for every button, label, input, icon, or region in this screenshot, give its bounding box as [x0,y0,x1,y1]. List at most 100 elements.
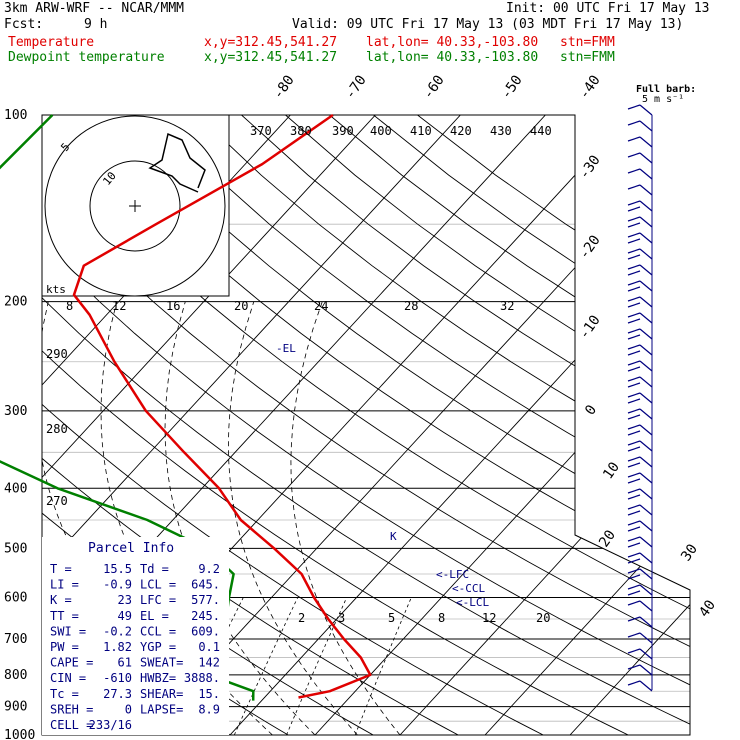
parcel-info-value: 645. [191,578,220,592]
valid-time: Valid: 09 UTC Fri 17 May 13 (03 MDT Fri … [292,17,684,32]
isotherm-line [144,115,690,735]
upper-scale-label: 24 [314,299,328,313]
wind-barb [627,360,653,372]
dry-adiabat-line [197,115,690,735]
dewpoint-latlon: lat,lon= 40.33,-103.80 [366,50,539,65]
parcel-info-value: 233/16 [89,718,132,732]
sounding-annotation: <-LCL [456,596,489,609]
wind-barb [627,296,653,308]
temperature-line [72,113,372,699]
wind-barb [627,168,653,180]
isotherm-label: 10 [600,459,623,482]
dry-adiabat-line [42,115,544,735]
dry-adiabat-line [42,115,690,735]
theta-low-label: 280 [46,422,68,436]
wind-barb [627,600,653,612]
forecast-label: Fcst: [4,17,44,32]
parcel-info-key: LFC = [140,593,176,607]
mixing-ratio-label: 8 [438,611,445,625]
isotherm-label: -70 [342,72,370,102]
mixing-ratio-label: 12 [482,611,496,625]
sounding-annotation: -EL [276,342,296,355]
wind-barb [627,216,653,228]
wind-barb [627,632,653,644]
dry-adiabat-line [417,115,690,735]
wind-barb [627,680,653,692]
parcel-info-key: Tc = [50,687,79,701]
parcel-info-value: 0.1 [198,640,220,654]
isotherm-line [484,115,690,735]
parcel-info-value: 15. [198,687,220,701]
mixing-ratio-label: 2 [298,611,305,625]
dewpoint-stn: stn=FMM [560,50,615,65]
parcel-info-value: 23 [118,593,132,607]
hodograph-ring-inner [89,160,181,252]
parcel-info-title: Parcel Info [88,541,174,556]
parcel-info-value: 577. [191,593,220,607]
wind-barb [627,536,653,548]
wind-barb [627,440,653,452]
upper-scale-label: 12 [112,299,126,313]
sounding-annotation: <-LFC [436,568,469,581]
wind-barb [627,504,653,516]
parcel-info-value: 49 [118,609,132,623]
mixing-ratio-line [286,597,348,735]
parcel-info-value: 61 [118,656,132,670]
parcel-info-panel [42,537,229,735]
parcel-info-value: 609. [191,624,220,638]
theta-low-label: 290 [46,347,68,361]
pressure-tick-label: 100 [4,108,27,123]
wind-barb [627,456,653,468]
parcel-info-value: 8.9 [198,702,220,716]
wind-barb [627,232,653,244]
dry-adiabat-line [42,115,690,735]
wind-barb [627,392,653,404]
wind-barb [627,312,653,324]
parcel-info-value: 3888. [184,671,220,685]
parcel-info-key: CCL = [140,624,176,638]
dry-adiabat-line [42,115,690,735]
upper-scale-label: 32 [500,299,514,313]
parcel-info-key: T = [50,562,72,576]
theta-label: 410 [410,124,432,138]
parcel-info-value: 142 [198,656,220,670]
dry-adiabat-line [329,115,690,735]
pressure-tick-label: 700 [4,632,27,647]
moist-adiabat-line [290,301,401,735]
upper-scale-label: 16 [166,299,180,313]
dry-adiabat-line [42,115,690,735]
dry-adiabat-line [285,115,690,735]
temperature-latlon: lat,lon= 40.33,-103.80 [366,35,539,50]
parcel-info-value: 27.3 [103,687,132,701]
parcel-info-key: CIN = [50,671,86,685]
theta-label: 400 [370,124,392,138]
wind-barb [627,376,653,388]
temperature-xy: x,y=312.45,541.27 [204,35,338,50]
pressure-tick-label: 800 [4,668,27,683]
dry-adiabat-line [241,115,690,735]
wind-barb [627,520,653,532]
wind-barb [627,568,653,580]
parcel-info-value: -0.9 [103,578,132,592]
wind-barb [627,616,653,628]
pressure-tick-label: 500 [4,541,27,556]
sounding-annotation: K [390,530,397,543]
hodograph-ring-outer [44,115,226,297]
parcel-info-key: EL = [140,609,169,623]
parcel-info-key: LAPSE= [140,702,183,716]
isotherm-label: 20 [596,527,619,550]
temperature-legend: Temperature [8,35,95,50]
wind-barb [627,552,653,564]
parcel-info-key: SHEAR= [140,687,183,701]
theta-label: 380 [290,124,312,138]
pressure-tick-label: 400 [4,481,27,496]
parcel-info-key: CAPE = [50,656,93,670]
temperature-stn: stn=FMM [560,35,615,50]
wind-barb [627,328,653,340]
parcel-info-key: K = [50,593,72,607]
parcel-info-value: 0 [125,702,132,716]
dry-adiabat-line [153,115,690,735]
parcel-info-key: LI = [50,578,79,592]
wind-barb [627,488,653,500]
parcel-info-value: 245. [191,609,220,623]
